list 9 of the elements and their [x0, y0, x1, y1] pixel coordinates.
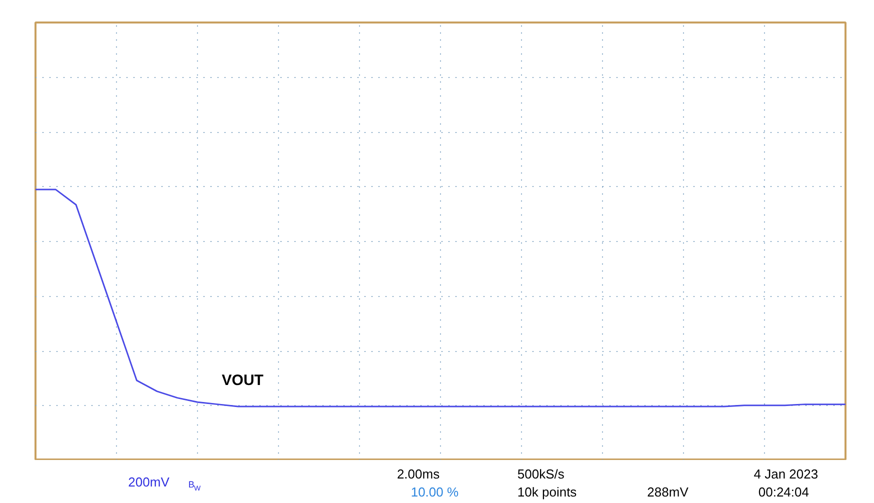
text: 200mV: [128, 474, 170, 490]
text: 288mV: [647, 484, 689, 500]
text: 2.00ms: [396, 466, 440, 482]
text: 500kS/s: [517, 466, 565, 482]
series-label: VOUT: [222, 372, 264, 390]
text: 4 Jan 2023: [754, 466, 818, 482]
text: 10k points: [517, 484, 578, 500]
text: 10.00 %: [410, 484, 459, 500]
text: 00:24:04: [758, 484, 809, 500]
